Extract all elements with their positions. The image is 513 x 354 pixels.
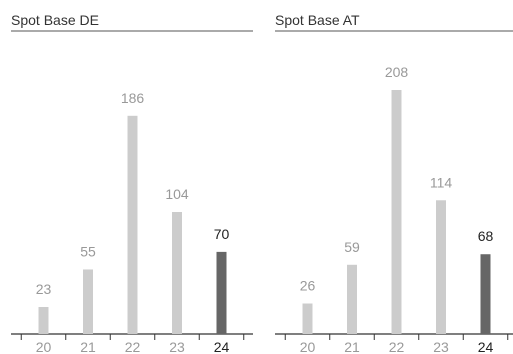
data-label-20: 26 xyxy=(300,278,316,294)
ticks-group: 20 21 22 23 24 xyxy=(20,334,245,354)
bars-group: 23 55 186 104 70 xyxy=(36,90,230,334)
chart-spot-base-de: Spot Base DE 23 55 186 104 70 20 21 22 23 24 xyxy=(11,12,253,354)
x-tick-label-24: 24 xyxy=(478,339,494,354)
data-label-20: 23 xyxy=(36,281,52,297)
bar-21 xyxy=(83,269,93,334)
data-label-24: 68 xyxy=(478,228,494,244)
x-tick-label-20: 20 xyxy=(36,339,52,354)
bar-24 xyxy=(216,251,227,334)
bar-23 xyxy=(436,200,446,334)
bars-group: 26 59 208 114 68 xyxy=(300,64,494,334)
chart-title: Spot Base DE xyxy=(11,12,99,28)
data-label-21: 59 xyxy=(344,239,360,255)
chart-spot-base-at: Spot Base AT 26 59 208 114 68 20 21 22 23 24 xyxy=(275,12,513,354)
data-label-21: 55 xyxy=(80,243,96,259)
bar-22 xyxy=(127,115,138,334)
bar-24 xyxy=(480,254,491,334)
chart-title: Spot Base AT xyxy=(275,12,360,28)
bar-21 xyxy=(347,264,357,334)
x-tick-label-22: 22 xyxy=(125,339,141,354)
x-tick-label-21: 21 xyxy=(344,339,360,354)
x-tick-label-21: 21 xyxy=(80,339,96,354)
bar-20 xyxy=(38,307,49,334)
data-label-23: 114 xyxy=(430,174,453,190)
data-label-22: 186 xyxy=(121,90,145,106)
bar-23 xyxy=(172,212,182,334)
x-tick-label-24: 24 xyxy=(214,339,230,354)
x-tick-label-23: 23 xyxy=(169,339,185,354)
ticks-group: 20 21 22 23 24 xyxy=(284,334,509,354)
x-tick-label-22: 22 xyxy=(389,339,405,354)
x-tick-label-20: 20 xyxy=(300,339,316,354)
x-tick-label-23: 23 xyxy=(433,339,449,354)
bar-20 xyxy=(302,303,313,334)
data-label-23: 104 xyxy=(165,186,189,202)
data-label-24: 70 xyxy=(214,226,230,242)
data-label-22: 208 xyxy=(385,64,409,80)
bar-22 xyxy=(391,90,402,334)
